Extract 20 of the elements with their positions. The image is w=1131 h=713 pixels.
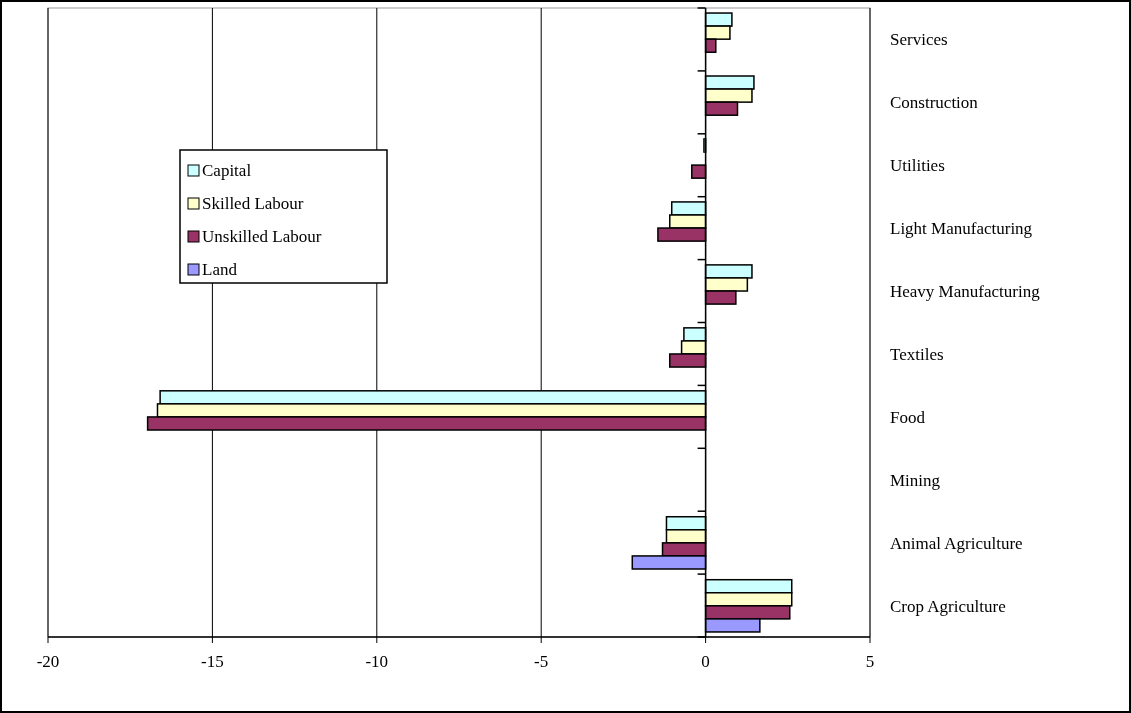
y-tick-label: Heavy Manufacturing	[890, 282, 1041, 302]
x-tick-label: 0	[701, 652, 710, 671]
y-tick-label: Utilities	[890, 156, 945, 176]
legend-label: Skilled Labour	[202, 194, 304, 213]
x-tick-label: 5	[865, 652, 875, 671]
y-tick-label: Construction	[890, 93, 979, 113]
legend-label: Unskilled Labour	[202, 227, 322, 246]
y-tick-label: Mining	[890, 470, 941, 490]
legend-label: Land	[202, 260, 238, 279]
y-tick-label: Textiles	[890, 344, 944, 364]
legend-label: Capital	[202, 161, 252, 180]
y-tick-label: Food	[890, 407, 926, 427]
x-tick-label: -5	[534, 652, 549, 671]
x-tick-label: -15	[201, 652, 224, 671]
y-tick-label: Animal Agriculture	[890, 533, 1023, 553]
x-tick-label: -10	[365, 652, 389, 671]
y-tick-label: Light Manufacturing	[890, 219, 1033, 239]
x-tick-label: -20	[36, 652, 60, 671]
y-tick-label: Crop Agriculture	[890, 596, 1006, 616]
y-tick-label: Services	[890, 30, 948, 50]
